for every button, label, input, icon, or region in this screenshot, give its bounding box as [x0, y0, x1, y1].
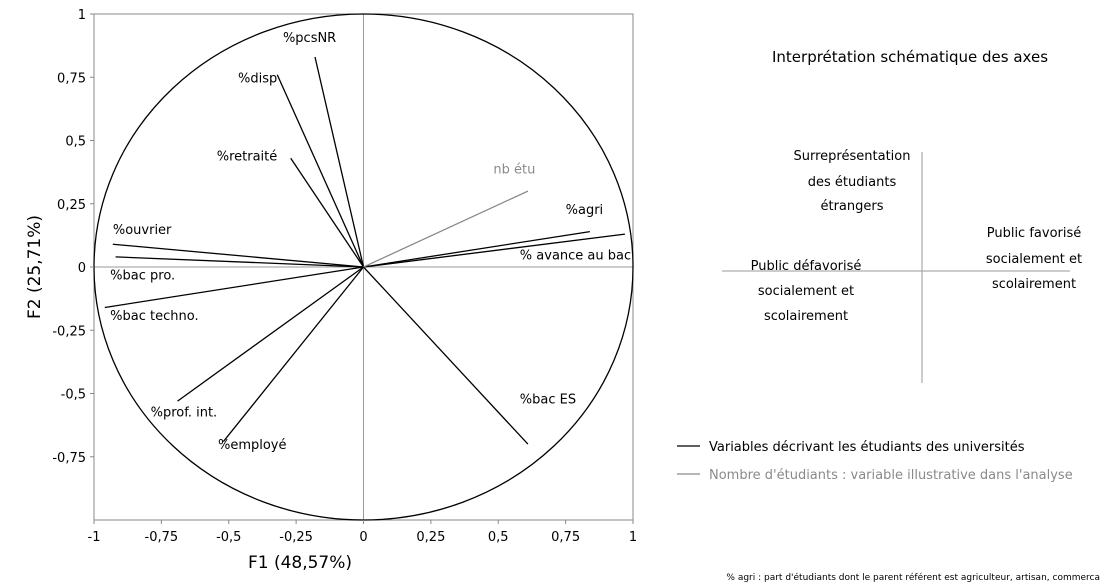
- schema-top-line-3: étrangers: [820, 199, 883, 214]
- x-tick-label: -0,5: [216, 530, 241, 545]
- variable-label: %prof. int.: [151, 405, 218, 420]
- x-tick-label: 0,5: [488, 530, 509, 545]
- schema-right-line-3: scolairement: [992, 277, 1076, 292]
- x-tick-label: 0,25: [416, 530, 445, 545]
- variable-label: %bac pro.: [110, 269, 175, 284]
- legend: Variables décrivant les étudiants des un…: [677, 440, 1073, 483]
- y-tick-label: 0: [78, 261, 86, 276]
- x-tick-label: -1: [88, 530, 101, 545]
- variable-label: %ouvrier: [113, 223, 172, 238]
- variable-vector: [115, 256, 364, 268]
- schema-left-line-2: socialement et: [758, 284, 854, 299]
- variable-vector: [363, 190, 529, 268]
- x-tick-label: -0,25: [279, 530, 313, 545]
- schema-right-line-1: Public favorisé: [987, 226, 1082, 241]
- variable-label: %bac techno.: [110, 309, 198, 324]
- x-tick-label: 1: [629, 530, 637, 545]
- y-tick-label: 0,75: [57, 71, 86, 86]
- schema-title: Interprétation schématique des axes: [772, 48, 1048, 66]
- schema-top-line-2: des étudiants: [808, 175, 897, 190]
- x-axis-title: F1 (48,57%): [248, 553, 352, 573]
- variable-vector: [314, 56, 365, 268]
- variable-vector: [290, 157, 365, 268]
- legend-label-active: Variables décrivant les étudiants des un…: [709, 440, 1025, 455]
- y-tick-label: 0,25: [57, 198, 86, 213]
- variable-label: %pcsNR: [283, 31, 336, 46]
- footnote: % agri : part d'étudiants dont le parent…: [726, 572, 1100, 583]
- legend-label-illustrative: Nombre d'étudiants : variable illustrati…: [709, 468, 1073, 483]
- variable-vector: [363, 233, 625, 268]
- variable-label: %retraité: [217, 150, 278, 165]
- y-axis-title: F2 (25,71%): [25, 215, 45, 319]
- variable-vector: [104, 266, 364, 309]
- x-tick-label: 0,75: [551, 530, 580, 545]
- schema-left-line-1: Public défavorisé: [751, 259, 862, 274]
- x-tick-label: 0: [359, 530, 367, 545]
- variable-vector: [363, 266, 529, 445]
- y-tick-label: -0,25: [52, 324, 86, 339]
- axis-interpretation-schema: Interprétation schématique des axes Surr…: [722, 48, 1082, 383]
- x-axis-ticks: -1 -0,75 -0,5 -0,25 0 0,25 0,5 0,75 1: [88, 520, 637, 545]
- variable-vector: [276, 74, 365, 268]
- y-tick-label: 1: [78, 8, 86, 23]
- schema-right-line-2: socialement et: [986, 252, 1082, 267]
- y-tick-label: 0,5: [65, 135, 86, 150]
- variable-label: % avance au bac: [520, 248, 631, 263]
- schema-top-line-1: Surreprésentation: [794, 149, 911, 164]
- x-tick-label: -0,75: [145, 530, 179, 545]
- y-axis-ticks: 1 0,75 0,5 0,25 0 -0,25 -0,5 -0,75: [52, 8, 94, 466]
- y-tick-label: -0,75: [52, 451, 86, 466]
- variable-vector: [363, 230, 590, 268]
- schema-left-line-3: scolairement: [764, 309, 848, 324]
- variable-vector: [222, 266, 365, 442]
- variable-label: %disp: [238, 71, 277, 86]
- variable-label: nb étu: [493, 162, 535, 177]
- variable-label: %agri: [566, 203, 604, 218]
- variable-label: %bac ES: [520, 393, 576, 408]
- variable-vectors: %pcsNR %disp %retraité %ouvrier %bac pro. %ba…: [104, 31, 631, 453]
- y-tick-label: -0,5: [61, 388, 86, 403]
- variable-vector: [177, 266, 364, 402]
- variable-label: %employé: [218, 438, 287, 453]
- variable-vector: [112, 243, 364, 268]
- correlation-circle-plot: -1 -0,75 -0,5 -0,25 0 0,25 0,5 0,75 1 1 0,75 0,5 0,…: [25, 8, 637, 573]
